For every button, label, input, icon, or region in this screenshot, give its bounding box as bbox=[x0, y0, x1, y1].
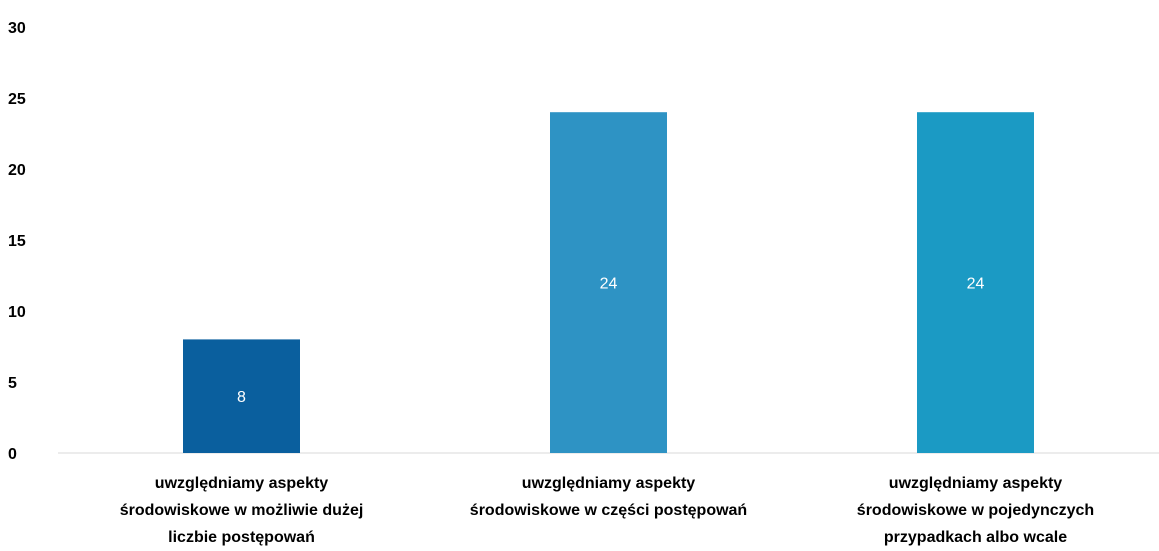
category-label-line: liczbie postępowań bbox=[168, 529, 315, 546]
category-label-line: środowiskowe w możliwie dużej bbox=[120, 502, 364, 519]
y-tick-label: 0 bbox=[8, 446, 17, 463]
category-label-line: uwzględniamy aspekty bbox=[522, 475, 695, 492]
bar-value-label: 24 bbox=[600, 276, 618, 293]
y-tick-label: 10 bbox=[8, 304, 26, 321]
y-tick-label: 25 bbox=[8, 91, 26, 108]
y-tick-labels: 0 5 10 15 20 25 30 bbox=[8, 20, 26, 463]
category-label-line: uwzględniamy aspekty bbox=[889, 475, 1062, 492]
y-tick-label: 30 bbox=[8, 20, 26, 37]
bar bbox=[550, 112, 667, 453]
y-tick-label: 20 bbox=[8, 162, 26, 179]
y-tick-label: 15 bbox=[8, 233, 26, 250]
bars bbox=[183, 112, 1034, 453]
bar-value-label: 24 bbox=[967, 276, 985, 293]
bar-value-label: 8 bbox=[237, 389, 246, 406]
category-labels: uwzględniamy aspekty środowiskowe w możli… bbox=[120, 475, 1095, 546]
category-label-line: środowiskowe w części postępowań bbox=[470, 502, 747, 519]
data-labels: 8 24 24 bbox=[237, 276, 984, 407]
category-label-line: przypadkach albo wcale bbox=[884, 529, 1067, 546]
y-tick-label: 5 bbox=[8, 375, 17, 392]
bar bbox=[183, 339, 300, 453]
bar bbox=[917, 112, 1034, 453]
category-label-line: środowiskowe w pojedynczych bbox=[857, 502, 1094, 519]
category-label-line: uwzględniamy aspekty bbox=[155, 475, 328, 492]
